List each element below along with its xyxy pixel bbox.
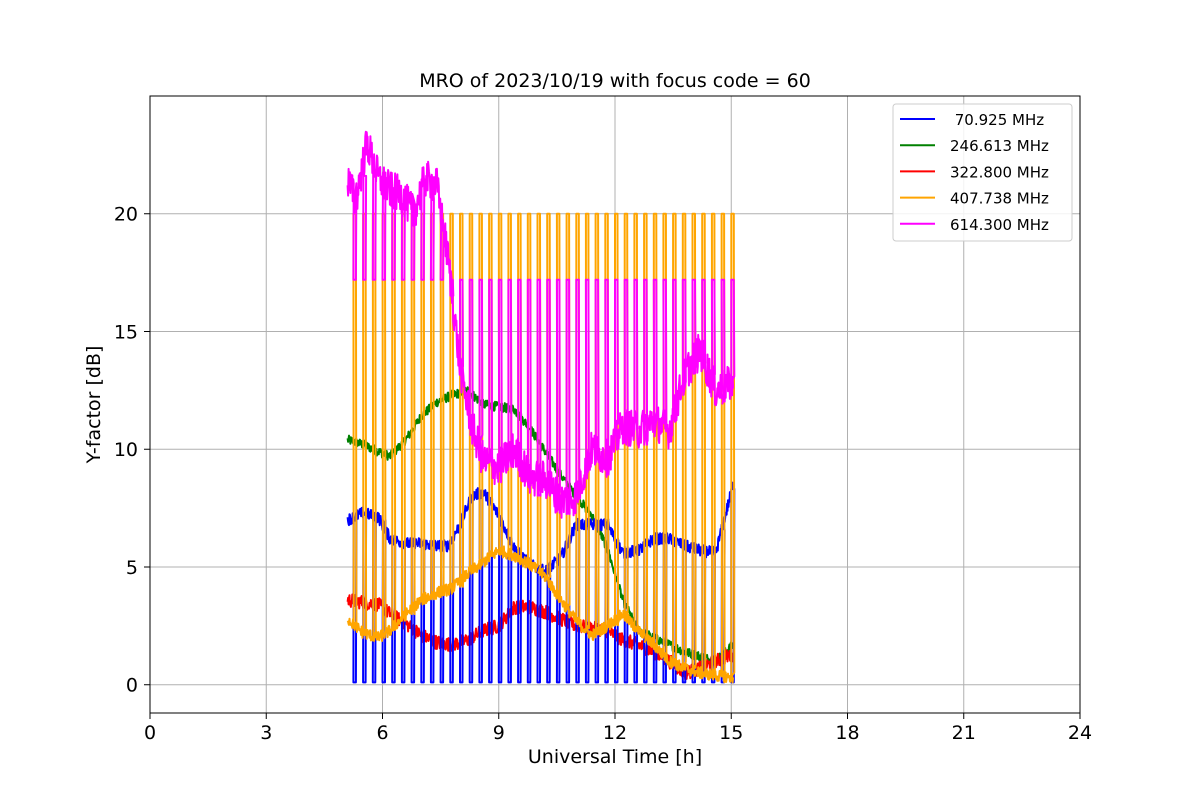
x-tick-label: 12: [603, 722, 627, 744]
x-tick-label: 24: [1068, 722, 1092, 744]
legend-label: 614.300 MHz: [950, 216, 1049, 234]
chart-title: MRO of 2023/10/19 with focus code = 60: [419, 70, 811, 92]
series-layer: [346, 130, 736, 684]
legend-frame: [892, 103, 1073, 242]
x-tick-label: 0: [144, 722, 156, 744]
y-tick-label: 5: [126, 557, 138, 579]
legend-label: 407.738 MHz: [950, 190, 1049, 208]
tick-layer: 0 3 6 9 12 15 18 21 24 0 5 10 15 20: [114, 204, 1092, 744]
x-tick-label: 6: [376, 722, 388, 744]
legend: 70.925 MHz 246.613 MHz 322.800 MHz 407.738 …: [892, 103, 1073, 242]
y-tick-label: 15: [114, 321, 138, 343]
legend-label: 70.925 MHz: [950, 111, 1044, 129]
y-tick-label: 20: [114, 204, 138, 226]
x-tick-label: 9: [493, 722, 505, 744]
x-tick-label: 15: [719, 722, 743, 744]
legend-label: 246.613 MHz: [950, 137, 1049, 155]
x-axis-label: Universal Time [h]: [528, 746, 702, 768]
legend-label: 322.800 MHz: [950, 163, 1049, 181]
y-tick-label: 10: [114, 439, 138, 461]
y-axis-label: Y-factor [dB]: [83, 346, 105, 465]
x-tick-label: 21: [952, 722, 976, 744]
x-tick-label: 3: [260, 722, 272, 744]
x-tick-label: 18: [835, 722, 859, 744]
y-tick-label: 0: [126, 675, 138, 697]
series-line: [346, 130, 736, 519]
